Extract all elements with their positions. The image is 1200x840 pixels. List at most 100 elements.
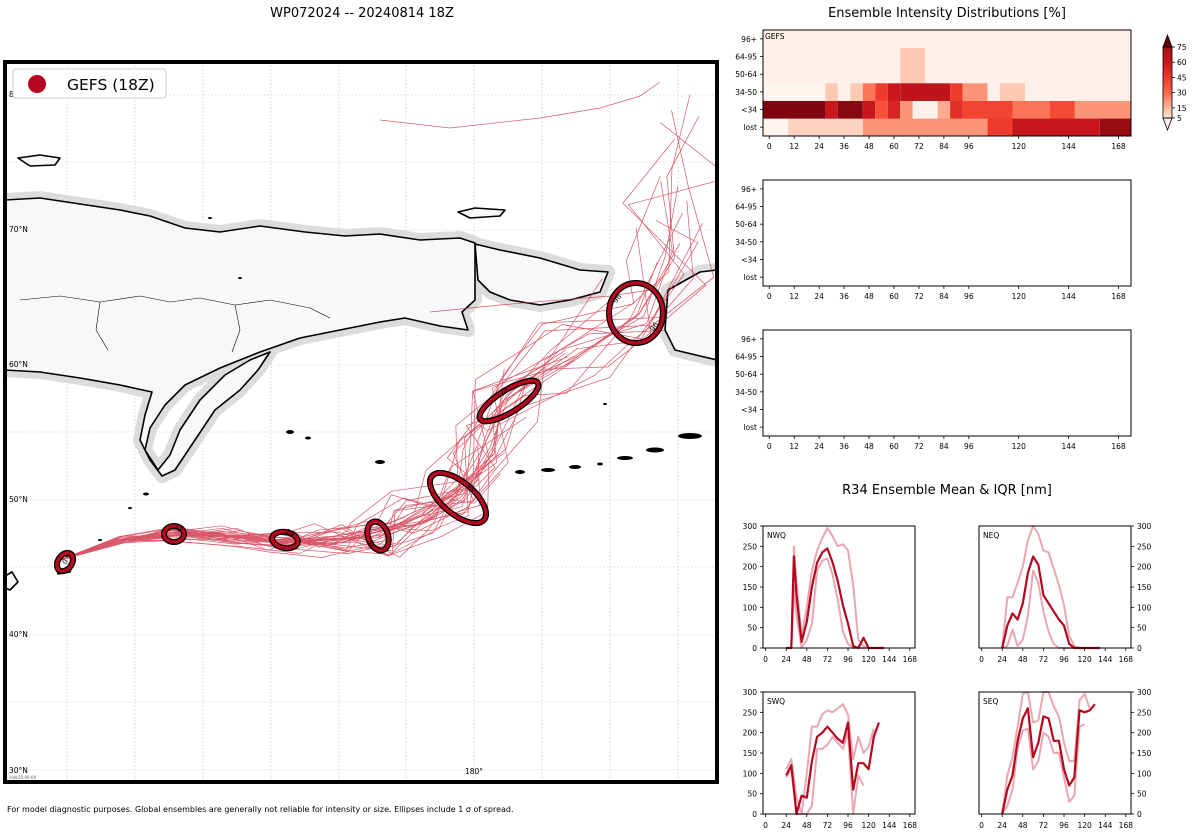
heatmap-cell [950, 83, 963, 101]
heatmap-cell [950, 100, 963, 119]
heatmap-ytick-label: 34-50 [735, 88, 757, 97]
heatmap-xtick-label: 48 [864, 442, 874, 451]
r34-ytick-label: 50 [747, 790, 757, 799]
heatmap-cell [875, 100, 888, 119]
lat-label-30: 30°N [9, 766, 28, 775]
heatmap-ytick-label: lost [743, 273, 757, 282]
colorbar-segment [1163, 62, 1172, 64]
colorbar-extend-top [1162, 33, 1173, 48]
colorbar-segment [1163, 50, 1172, 52]
heatmap-cell [1024, 83, 1131, 101]
heatmap-ytick-label: 50-64 [735, 70, 757, 79]
ellipse-48h [426, 469, 490, 527]
r34-panel-label: NEQ [983, 531, 999, 540]
heatmap-cell [937, 100, 951, 119]
r34-ytick-label: 250 [1137, 708, 1152, 717]
ellipse-72h [476, 377, 542, 425]
heatmap-cell [887, 100, 901, 119]
r34-xtick-label: 96 [843, 655, 853, 664]
heatmap-xtick-label: 72 [914, 442, 924, 451]
colorbar-segment [1163, 87, 1172, 89]
colorbar-segment [1163, 54, 1172, 56]
r34-xtick-label: 24 [781, 655, 791, 664]
colorbar-segment [1163, 105, 1172, 108]
colorbar-segment [1163, 110, 1172, 113]
colorbar-segment [1163, 108, 1172, 111]
heatmap-cell [875, 83, 888, 101]
colorbar-segment [1163, 49, 1172, 51]
r34-panel-seq: SEQ 0 50 100 150 200 250 300 0 24 48 72 96 120 144 168 [978, 688, 1152, 830]
heatmap-cell [900, 65, 926, 84]
colorbar-segment [1163, 70, 1172, 72]
heatmap-xtick-label: 96 [964, 292, 974, 301]
r34-ytick-label: 100 [743, 603, 758, 612]
land-alaska [664, 269, 717, 361]
colorbar-segment [1163, 59, 1172, 61]
ellipse-96h [606, 280, 666, 346]
r34-xtick-label: 24 [781, 821, 791, 830]
heatmap-xtick-label: 144 [1061, 292, 1076, 301]
heatmap-xtick-label: 84 [939, 142, 949, 151]
heatmap-cell [987, 118, 1013, 137]
colorbar-segment [1163, 64, 1172, 66]
colorbar-segment [1163, 90, 1172, 93]
colorbar-segment [1163, 65, 1172, 67]
lon-label-180: 180° [465, 767, 483, 776]
heatmap-ytick-label: <34 [741, 106, 757, 115]
colorbar-segment [1163, 115, 1172, 118]
colorbar-segment [1163, 96, 1172, 99]
heatmap-ytick-label: 34-50 [735, 238, 757, 247]
heatmap-cell [763, 30, 1131, 48]
ensemble-track [59, 110, 715, 561]
lat-label-60: 60°N [9, 360, 28, 369]
heatmap-panel-label: GEFS [765, 32, 785, 41]
heatmap-ytick-label: 34-50 [735, 388, 757, 397]
heatmap-xtick-label: 36 [839, 292, 849, 301]
heatmap-xtick-label: 120 [1012, 442, 1027, 451]
colorbar-segment [1163, 61, 1172, 63]
figure-title: WP072024 -- 20240814 18Z [270, 6, 454, 21]
intensity-heatmap-empty-2: 96+ 64-95 50-64 34-50 <34 lost 0 12 24 36 48 60 72 84… [735, 329, 1132, 451]
colorbar-segment [1163, 102, 1172, 105]
r34-ytick-label: 150 [743, 749, 758, 758]
heatmap-frame [762, 179, 1132, 287]
colorbar-segment [1163, 66, 1172, 68]
heatmap-xtick-label: 120 [1012, 142, 1027, 151]
colorbar-segment [1163, 55, 1172, 57]
heatmap-ytick-label: <34 [741, 256, 757, 265]
r34-mean-line [785, 721, 880, 816]
map-legend: GEFS (18Z) [12, 68, 167, 99]
heatmap-xtick-label: 0 [767, 442, 772, 451]
heatmap-ytick-label: 64-95 [735, 53, 757, 62]
r34-panel-label: SWQ [767, 697, 785, 706]
r34-xtick-label: 120 [1077, 821, 1092, 830]
r34-ytick-label: 200 [1137, 563, 1152, 572]
land-new-siberian-islands [17, 154, 61, 167]
r34-panel-label: SEQ [983, 697, 998, 706]
ellipse-hour-labels: 0 12 24 36 48 72 96 96 [61, 292, 661, 566]
r34-ytick-label: 250 [743, 542, 758, 551]
colorbar-tick-label: 75 [1177, 43, 1187, 52]
heatmap-xtick-label: 12 [789, 142, 799, 151]
colorbar-segment [1163, 84, 1172, 86]
heatmap-xtick-label: 12 [789, 442, 799, 451]
colorbar-segment [1163, 95, 1172, 98]
heatmap-xtick-label: 168 [1111, 142, 1126, 151]
heatmap-ytick-label: 96+ [741, 35, 757, 44]
r34-xtick-label: 72 [823, 821, 833, 830]
colorbar-segment [1163, 56, 1172, 58]
r34-xtick-label: 72 [1039, 821, 1049, 830]
ensemble-track [379, 81, 661, 129]
r34-panel-neq: NEQ 0 50 100 150 200 250 300 0 24 48 72 96 120 144 168 [978, 522, 1152, 664]
heatmap-xtick-label: 60 [889, 292, 899, 301]
intensity-heatmap-gefs: 96+ 64-95 50-64 34-50 <34 lost 0 12 24 36 48 60 72 84… [735, 29, 1132, 151]
r34-iqr-upper-line [785, 703, 875, 815]
heatmap-cell [862, 100, 876, 119]
heatmap-frame [762, 329, 1132, 437]
r34-xtick-label: 144 [1098, 821, 1113, 830]
colorbar-tick-label: 45 [1177, 73, 1187, 82]
r34-xtick-label: 96 [843, 821, 853, 830]
colorbar-segment [1163, 112, 1172, 115]
colorbar-segment [1163, 98, 1172, 101]
